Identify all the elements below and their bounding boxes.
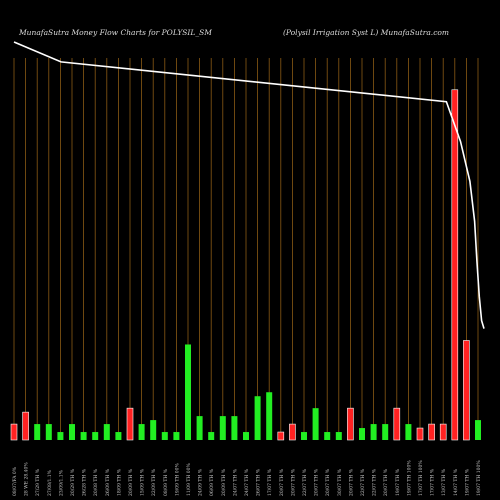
x-tick-label: 20/08 TH % xyxy=(93,468,99,496)
x-tick-label: 19/07 TH % xyxy=(464,468,470,496)
x-tick-label: 20/07 TH % xyxy=(325,468,331,496)
money-flow-bar xyxy=(277,431,285,441)
money-flow-bar xyxy=(428,423,435,441)
money-flow-bar xyxy=(34,424,41,440)
x-tick-label: 26/09 TH % xyxy=(105,468,111,496)
x-tick-label: 14/07 TH % xyxy=(453,468,459,496)
money-flow-bar xyxy=(126,407,134,441)
x-tick-label: 22/07 TH % xyxy=(302,468,308,496)
money-flow-bar xyxy=(393,407,401,441)
money-flow-bar xyxy=(57,432,64,440)
x-tick-label: 19/09 TH 00% xyxy=(174,463,180,496)
money-flow-bar xyxy=(219,416,226,440)
x-tick-label: 22/07 TH % xyxy=(372,468,378,496)
x-tick-label: 17/07 TH 100% xyxy=(418,460,424,496)
money-flow-bar xyxy=(475,420,481,440)
x-tick-label: 18/09 TH % xyxy=(116,468,122,496)
x-tick-label: 24/09 TH % xyxy=(198,468,204,496)
x-tick-label: 24/07 TH % xyxy=(244,468,250,496)
money-flow-bar xyxy=(439,423,447,441)
x-tick-label: 17/07 TH % xyxy=(267,468,273,496)
money-flow-bar xyxy=(254,396,261,440)
money-flow-bar xyxy=(138,424,145,440)
price-line xyxy=(13,41,485,329)
money-flow-bar xyxy=(416,427,424,441)
x-tick-label: 06/09 TH % xyxy=(209,468,215,496)
money-flow-bar xyxy=(301,432,307,440)
money-flow-bar xyxy=(312,408,319,440)
x-tick-label: 30/07 TH % xyxy=(337,468,343,496)
x-tick-label: 24/07 TH % xyxy=(232,468,238,496)
money-flow-bar xyxy=(335,432,342,440)
money-flow-bar xyxy=(231,416,238,440)
money-flow-bar xyxy=(347,407,354,441)
x-tick-label: 08/09 TH % xyxy=(163,468,169,496)
price-line-path xyxy=(13,41,485,329)
money-flow-bar xyxy=(80,432,87,440)
money-flow-bar xyxy=(208,432,215,440)
money-flow-bar xyxy=(463,340,470,441)
money-flow-bar xyxy=(405,424,412,440)
x-tick-label: 20/07 TH % xyxy=(290,468,296,496)
x-tick-label: 27/08/1.1% xyxy=(47,469,53,496)
x-tick-label: 23/09/1.1% xyxy=(58,469,64,496)
money-flow-bar xyxy=(324,432,331,440)
x-tick-label: 08/07/FA 0% xyxy=(12,466,18,496)
money-flow-bar xyxy=(69,424,75,440)
x-tick-label: 17/07 TH % xyxy=(430,468,436,496)
chart-subtitle: (Polysil Irrigation Syst L) MunafaSutra.… xyxy=(283,28,450,37)
x-tick-label: 28 WE 28.40% xyxy=(24,462,30,496)
x-tick-label: 20/29 TH % xyxy=(70,468,76,496)
x-tick-label: 22/09 TH % xyxy=(151,468,157,496)
x-tick-label: 26/28 TH % xyxy=(82,468,88,496)
money-flow-bar xyxy=(266,392,273,440)
x-tick-label: 11/09 TH 00% xyxy=(186,463,192,496)
money-flow-bar xyxy=(382,424,389,440)
x-tick-label: 20/07 TH % xyxy=(348,468,354,496)
money-flow-bar xyxy=(451,89,459,441)
x-tick-label: 19/07 TH 100% xyxy=(406,460,412,496)
x-tick-label: 20/07 TH % xyxy=(383,468,389,496)
money-flow-bar xyxy=(115,432,122,440)
x-tick-label: 20/09 TH % xyxy=(221,468,227,496)
money-flow-bar xyxy=(289,423,296,441)
money-flow-bar xyxy=(103,424,110,440)
x-axis-labels: 08/07/FA 0% 28 WE 28.40% 27/29 TH % 27/08/1… xyxy=(12,460,482,496)
x-tick-label: 27/29 TH % xyxy=(35,468,41,496)
money-flow-bar xyxy=(173,432,180,440)
money-flow-bars xyxy=(10,89,481,441)
money-flow-bar xyxy=(10,423,18,441)
x-tick-label: 22/07 TH % xyxy=(360,468,366,496)
x-tick-label: 20/07 TH % xyxy=(279,468,285,496)
x-tick-label: 19/07 TH % xyxy=(395,468,401,496)
money-flow-bar xyxy=(185,344,191,440)
x-tick-label: 19/07 TH 100% xyxy=(476,460,482,496)
money-flow-bar xyxy=(161,432,168,440)
x-tick-label: 26/07 TH % xyxy=(256,468,262,496)
money-flow-bar xyxy=(359,428,365,440)
money-flow-bar xyxy=(370,424,377,440)
x-tick-label: 20/07 TH % xyxy=(314,468,320,496)
money-flow-bar xyxy=(243,432,249,440)
x-tick-label: 20/09 TH % xyxy=(128,468,134,496)
money-flow-bar xyxy=(45,424,52,440)
grid-lines xyxy=(13,58,479,440)
chart-title: MunafaSutra Money Flow Charts for POLYSI… xyxy=(19,28,212,37)
x-tick-label: 15/09 TH % xyxy=(140,468,146,496)
money-flow-bar xyxy=(22,411,29,441)
money-flow-bar xyxy=(150,420,157,440)
money-flow-bar xyxy=(92,432,99,440)
x-tick-label: 13/07 TH % xyxy=(441,468,447,496)
money-flow-bar xyxy=(196,416,203,440)
